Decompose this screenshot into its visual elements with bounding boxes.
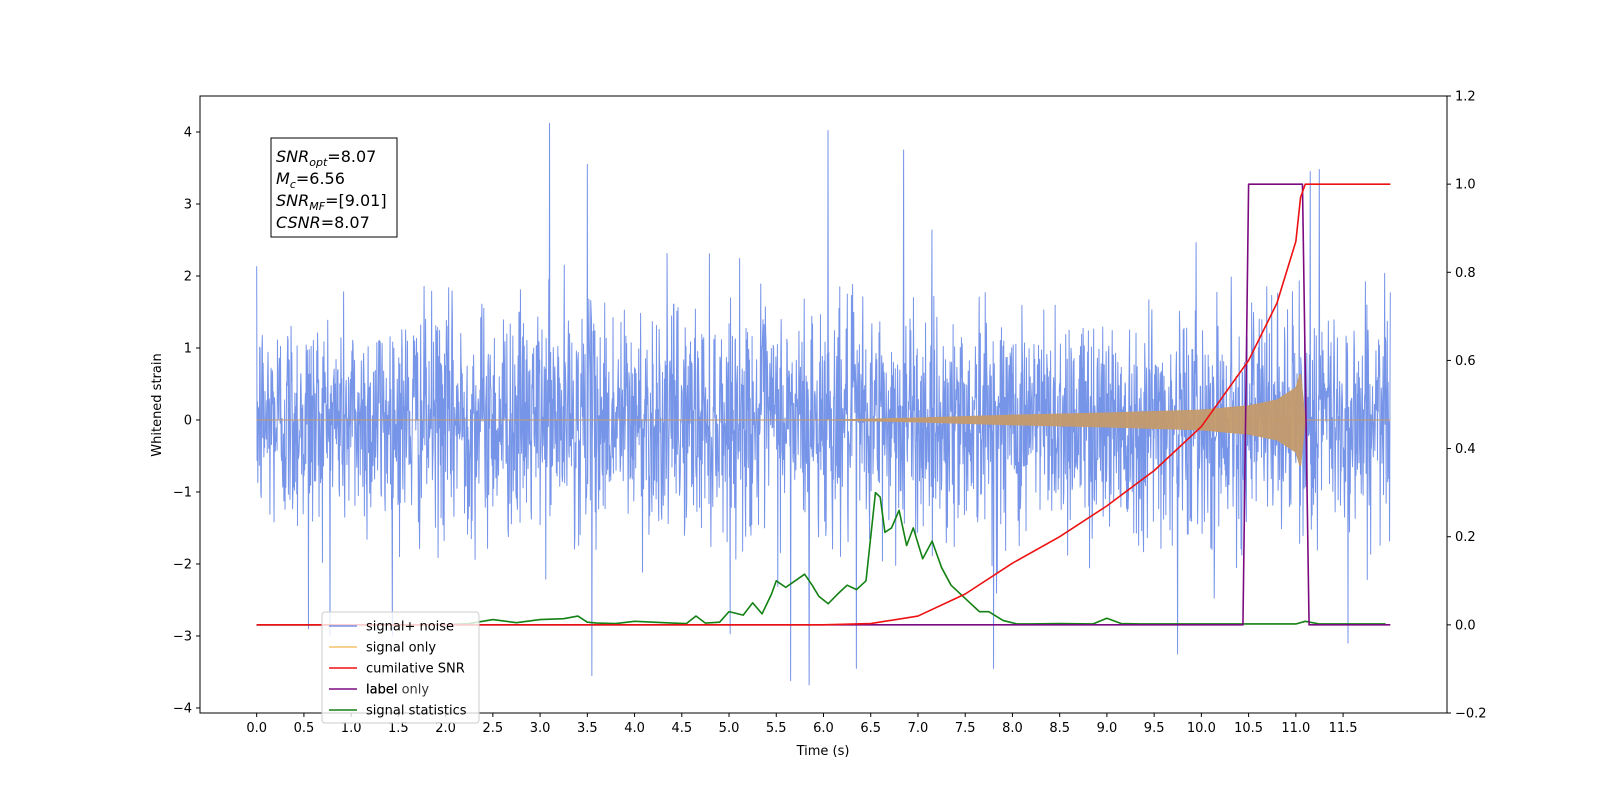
y2-tick-label: 0.0	[1455, 618, 1476, 633]
x-tick-label: 7.5	[955, 721, 976, 736]
x-axis-label: Time (s)	[796, 744, 850, 759]
legend-faded-label: label only	[366, 683, 429, 698]
x-axis: 0.0 0.5 1.0 1.5 2.0 2.5 3.0 3.5 4.0 4.5 5.0 5.5 6.0 6…	[246, 713, 1358, 736]
x-tick-label: 11.5	[1329, 721, 1358, 736]
y-tick-label: 4	[184, 125, 192, 140]
annotation-line: CSNR=8.07	[276, 213, 370, 232]
x-tick-label: 5.5	[766, 721, 787, 736]
y-tick-label: 2	[184, 269, 192, 284]
x-tick-label: 8.5	[1049, 721, 1070, 736]
annotation-value: =[9.01]	[325, 191, 387, 210]
annotation-box-frame	[270, 137, 398, 238]
x-tick-label: 10.5	[1234, 721, 1263, 736]
x-tick-label: 4.5	[671, 721, 692, 736]
x-tick-label: 0.0	[246, 721, 267, 736]
x-tick-label: 8.0	[1002, 721, 1023, 736]
annotation-symbol: SNR	[276, 191, 309, 210]
x-tick-label: 0.5	[294, 721, 315, 736]
x-tick-label: 9.0	[1097, 721, 1118, 736]
x-tick-label: 3.5	[577, 721, 598, 736]
annotation-symbol: M	[276, 169, 290, 188]
legend-entry-label: signal only	[366, 641, 436, 656]
y-axis-label: Whitened strain	[150, 353, 165, 456]
x-tick-label: 10.0	[1187, 721, 1216, 736]
legend: signal+ noise signal only cumilative SNR la…	[321, 611, 480, 724]
x-tick-label: 2.0	[435, 721, 456, 736]
y-axis-right: 1.2 1.0 0.8 0.6 0.4 0.2 0.0 −0.2	[1447, 90, 1487, 722]
y2-tick-label: 0.6	[1455, 354, 1476, 369]
y-tick-label: −1	[173, 485, 192, 500]
y-tick-label: 1	[184, 341, 192, 356]
x-tick-label: 6.5	[860, 721, 881, 736]
y-tick-label: −2	[173, 557, 192, 572]
annotation-line: Mc=6.56	[276, 169, 345, 191]
x-tick-label: 6.0	[813, 721, 834, 736]
y2-tick-label: 0.2	[1455, 530, 1476, 545]
y-tick-label: −3	[173, 629, 192, 644]
annotation-subscript: MF	[309, 200, 325, 213]
y-tick-label: 0	[184, 413, 192, 428]
x-tick-label: 3.0	[530, 721, 551, 736]
y-tick-label: −4	[173, 701, 192, 716]
annotation-value: =6.56	[296, 169, 345, 188]
x-tick-label: 11.0	[1281, 721, 1310, 736]
y-tick-label: 3	[184, 197, 192, 212]
plot-series-layer	[256, 122, 1391, 686]
annotation-value: =8.07	[327, 147, 376, 166]
legend-entry-label: label	[366, 683, 397, 698]
annotation-symbol: SNR	[276, 147, 309, 166]
y2-tick-label: 0.8	[1455, 266, 1476, 281]
legend-box	[321, 611, 480, 724]
legend-entry-label: signal statistics	[366, 704, 467, 719]
annotation-line: SNRopt=8.07	[276, 147, 376, 169]
x-tick-label: 1.0	[341, 721, 362, 736]
x-tick-label: 7.0	[908, 721, 929, 736]
series-cumulative-snr-line	[256, 183, 1391, 626]
series-signal-noise-line	[256, 122, 1391, 686]
y2-tick-label: 1.2	[1455, 90, 1476, 105]
y2-tick-label: 1.0	[1455, 178, 1476, 193]
legend-entry-label: cumilative SNR	[366, 662, 465, 677]
x-tick-label: 2.5	[483, 721, 504, 736]
series-signal-statistics-line	[256, 491, 1386, 626]
annotation-symbol: CSNR	[276, 213, 321, 232]
x-tick-label: 4.0	[624, 721, 645, 736]
y2-tick-label: 0.4	[1455, 442, 1476, 457]
x-tick-label: 1.5	[388, 721, 409, 736]
annotation-line: SNRMF=[9.01]	[276, 191, 387, 213]
annotation-subscript: opt	[309, 156, 328, 169]
legend-entry-label-overlay: label	[366, 683, 397, 698]
legend-entry-label: signal+ noise	[366, 620, 454, 635]
y2-tick-label: −0.2	[1455, 707, 1487, 722]
y-axis-left: 4 3 2 1 0 −1 −2 −3 −4	[173, 125, 200, 716]
annotation-subscript: c	[290, 178, 296, 191]
annotation-value: =8.07	[321, 213, 370, 232]
series-label-line	[256, 183, 1391, 626]
x-tick-label: 5.0	[719, 721, 740, 736]
x-tick-label: 9.5	[1144, 721, 1165, 736]
